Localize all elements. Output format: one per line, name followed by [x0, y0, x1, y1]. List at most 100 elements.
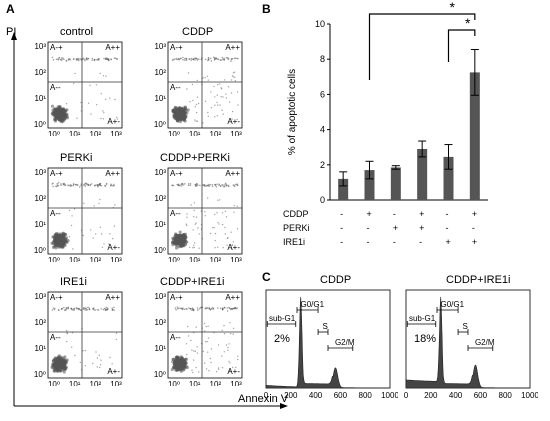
- scatter-point: [195, 326, 197, 328]
- scatter-point: [219, 307, 222, 310]
- scatter-point: [220, 88, 223, 90]
- scatter-point: [195, 103, 198, 106]
- scatter-point: [176, 58, 178, 61]
- scatter-point: [231, 75, 234, 77]
- scatter-point: [59, 237, 63, 241]
- scatter-point: [233, 185, 236, 188]
- scatter-point: [224, 79, 226, 81]
- panel-a-y-axis-label: PI: [6, 26, 17, 38]
- scatter-point: [225, 184, 228, 187]
- x-tick-label: 10²: [90, 130, 102, 136]
- scatter-point: [180, 185, 183, 187]
- scatter-point: [222, 247, 224, 249]
- scatter-point: [216, 58, 219, 60]
- scatter-point: [224, 210, 227, 212]
- bar: [417, 148, 428, 200]
- scatter-points: [50, 182, 116, 250]
- y-tick-label: 10¹: [154, 344, 166, 353]
- scatter-point: [95, 233, 97, 235]
- scatter-point: [114, 98, 116, 101]
- scatter-point: [189, 184, 192, 187]
- scatter-point: [217, 221, 219, 224]
- scatter-point: [196, 79, 198, 82]
- scatter-point: [198, 102, 200, 105]
- scatter-point: [108, 243, 110, 245]
- x-tick-label: 10²: [210, 130, 222, 136]
- scatter-point: [229, 370, 231, 372]
- quadrant-label-ul: A-+: [50, 43, 63, 52]
- scatter-point: [187, 325, 189, 328]
- y-tick-label: 10⁰: [154, 120, 166, 129]
- scatter-point: [111, 363, 113, 365]
- gate-label: G2/M: [335, 338, 355, 347]
- scatter-point: [102, 308, 105, 311]
- scatter-point: [228, 185, 230, 188]
- scatter-point: [56, 113, 60, 117]
- scatter-point: [221, 355, 223, 357]
- y-tick-label: 10⁰: [34, 370, 46, 379]
- scatter-point: [95, 351, 97, 353]
- x-tick-label: 10¹: [189, 256, 201, 262]
- scatter-point: [105, 183, 108, 185]
- scatter-point: [177, 307, 179, 310]
- scatter-point: [67, 306, 69, 309]
- scatter-point: [75, 183, 77, 186]
- x-tick-label: 10²: [90, 380, 102, 386]
- scatter-point: [182, 58, 184, 61]
- sub-g1-percent: 18%: [414, 333, 436, 345]
- scatter-point: [84, 309, 87, 311]
- scatter-point: [203, 322, 206, 325]
- scatter-point: [188, 307, 190, 309]
- x-tick-label: 10⁰: [48, 256, 60, 262]
- scatter-point: [230, 79, 233, 81]
- scatter-point: [93, 307, 95, 309]
- scatter-point: [89, 84, 91, 87]
- scatter-point: [202, 122, 204, 124]
- scatter-point: [214, 247, 216, 249]
- scatter-point: [62, 57, 64, 59]
- scatter-point: [229, 322, 231, 324]
- scatter-point: [216, 307, 219, 309]
- scatter-point: [98, 202, 100, 204]
- scatter-point: [96, 309, 99, 311]
- bar: [469, 72, 480, 200]
- scatter-point: [58, 112, 62, 116]
- scatter-point: [54, 361, 58, 365]
- scatter-point: [232, 366, 234, 369]
- x-tick-label: 10³: [110, 256, 122, 262]
- histogram-area: [405, 296, 531, 389]
- scatter-point: [197, 227, 199, 229]
- scatter-point: [101, 246, 104, 248]
- scatter-point: [103, 57, 105, 60]
- x-tick-label: 10³: [230, 380, 242, 386]
- scatter-point: [90, 113, 92, 115]
- scatter-point: [186, 88, 188, 90]
- scatter-point: [96, 366, 98, 368]
- scatter-point: [90, 183, 93, 185]
- scatter-point: [196, 58, 198, 60]
- scatter-point: [68, 184, 70, 187]
- scatter-point: [224, 226, 226, 229]
- gate-label: G2/M: [475, 338, 495, 347]
- bar-chart: 0 2 4 6 8 10 * *: [315, 0, 488, 205]
- x-tick-label: 10⁰: [48, 380, 60, 386]
- scatter-point: [228, 101, 231, 103]
- y-tick-label: 10¹: [34, 94, 46, 103]
- quadrant-label-lr: A+-: [107, 243, 120, 252]
- scatter-point: [196, 307, 199, 309]
- scatter-point: [204, 100, 207, 103]
- scatter-point: [186, 108, 190, 112]
- scatter-point: [209, 232, 212, 235]
- scatter-point: [217, 368, 220, 370]
- scatter-point: [116, 118, 119, 120]
- significance-bracket: [368, 13, 476, 80]
- scatter-point: [189, 183, 192, 185]
- scatter-point: [213, 56, 215, 59]
- scatter-point: [200, 210, 202, 212]
- scatter-point: [211, 184, 214, 186]
- scatter-point: [51, 309, 54, 311]
- scatter-point: [208, 307, 210, 310]
- x-tick-label: 10⁰: [168, 380, 180, 386]
- scatter-point: [222, 113, 224, 115]
